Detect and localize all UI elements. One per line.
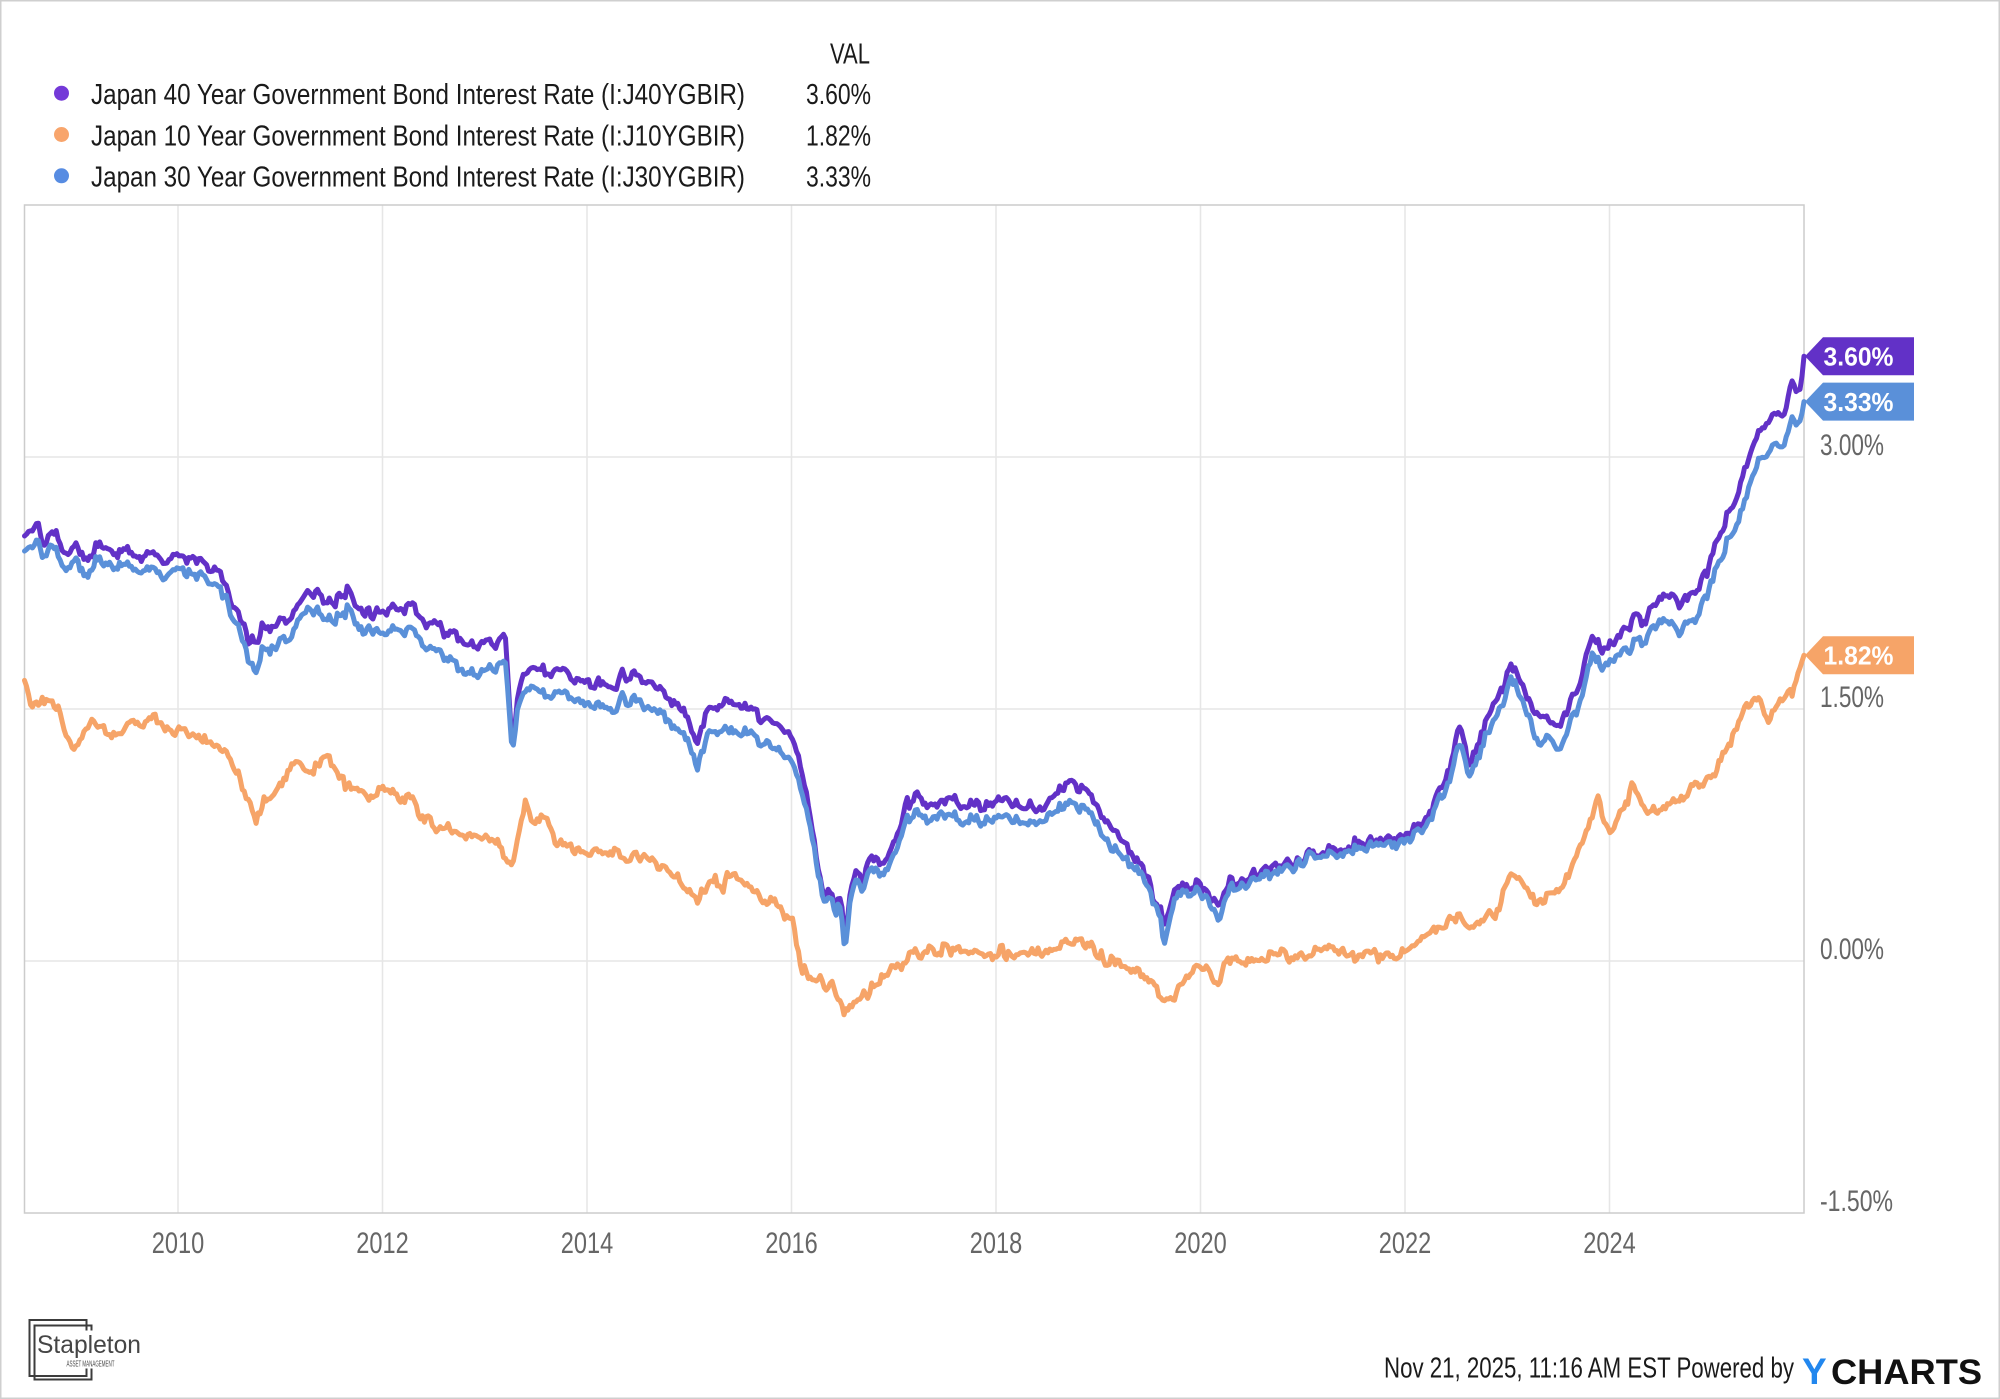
svg-text:2014: 2014 [561, 1227, 613, 1260]
svg-text:Y: Y [1802, 1351, 1827, 1392]
svg-text:ASSET MANAGEMENT: ASSET MANAGEMENT [67, 1359, 115, 1369]
svg-text:1.50%: 1.50% [1820, 681, 1884, 714]
svg-text:3.00%: 3.00% [1820, 429, 1884, 462]
svg-text:3.60%: 3.60% [1824, 342, 1894, 372]
svg-text:CHARTS: CHARTS [1831, 1353, 1982, 1392]
svg-text:2012: 2012 [356, 1227, 408, 1260]
svg-text:Japan 40 Year Government Bond: Japan 40 Year Government Bond Interest R… [91, 79, 745, 111]
svg-text:Stapleton: Stapleton [37, 1331, 141, 1359]
svg-text:2020: 2020 [1174, 1227, 1226, 1260]
svg-text:Japan 10 Year Government Bond: Japan 10 Year Government Bond Interest R… [91, 120, 745, 152]
svg-text:1.82%: 1.82% [806, 120, 871, 152]
svg-text:3.33%: 3.33% [806, 162, 871, 194]
svg-text:1.82%: 1.82% [1824, 641, 1894, 671]
svg-text:2018: 2018 [970, 1227, 1022, 1260]
svg-text:0.00%: 0.00% [1820, 933, 1884, 966]
svg-text:2024: 2024 [1583, 1227, 1635, 1260]
svg-text:VAL: VAL [830, 39, 870, 71]
svg-text:2022: 2022 [1379, 1227, 1431, 1260]
svg-text:Nov 21, 2025, 11:16 AM EST Pow: Nov 21, 2025, 11:16 AM EST Powered by [1384, 1353, 1794, 1385]
svg-text:2010: 2010 [152, 1227, 204, 1260]
svg-text:3.60%: 3.60% [806, 79, 871, 111]
svg-text:-1.50%: -1.50% [1820, 1185, 1893, 1218]
svg-text:3.33%: 3.33% [1824, 387, 1894, 417]
svg-text:2016: 2016 [765, 1227, 817, 1260]
svg-text:Japan 30 Year Government Bond: Japan 30 Year Government Bond Interest R… [91, 162, 745, 194]
